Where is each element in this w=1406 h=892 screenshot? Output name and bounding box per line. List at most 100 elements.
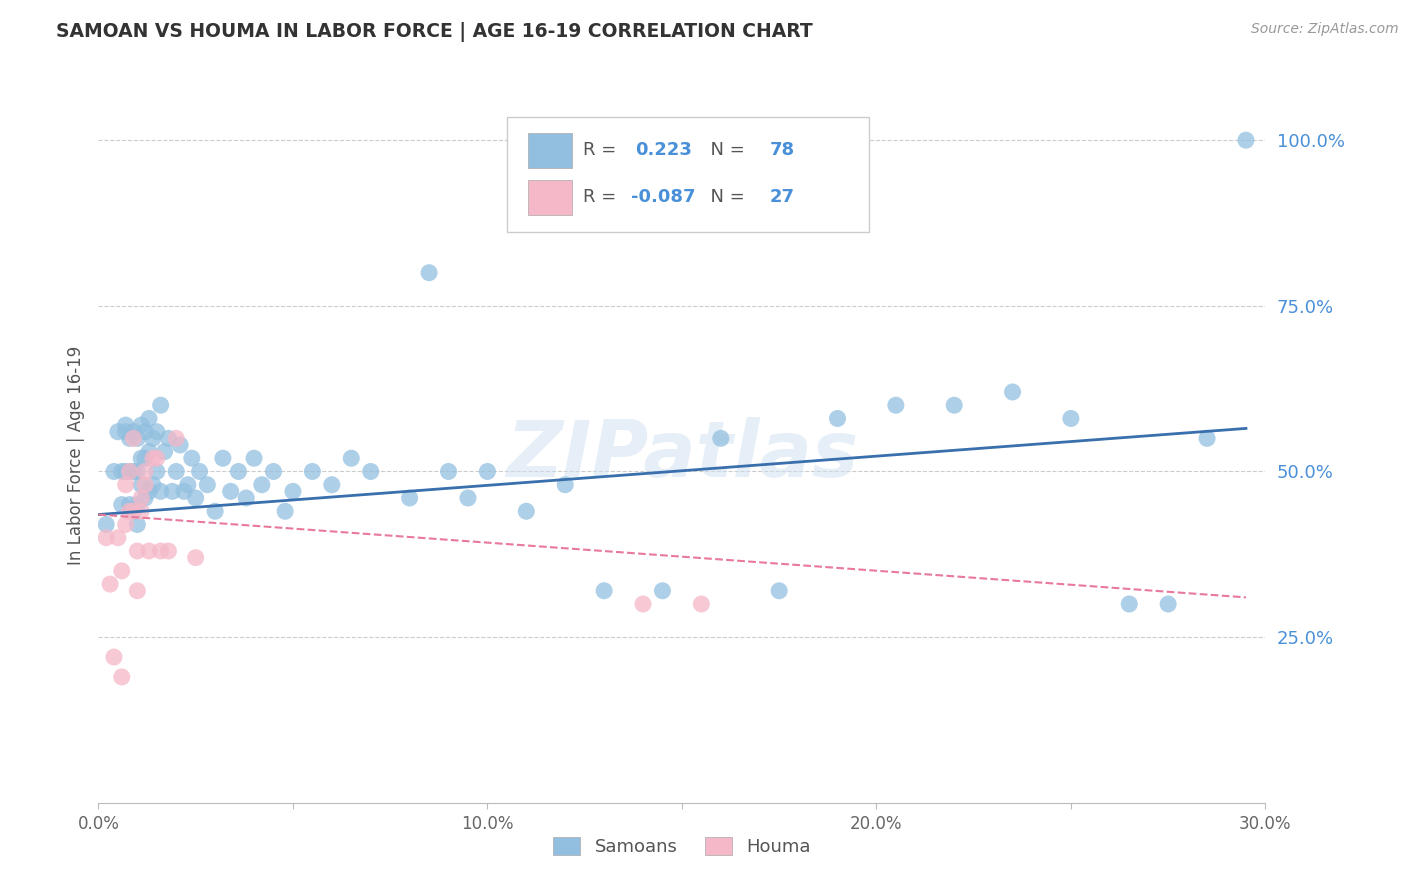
Point <box>127 517 149 532</box>
Point <box>98 577 121 591</box>
Point <box>118 465 141 479</box>
Point <box>103 650 125 665</box>
Point <box>710 431 733 445</box>
Point <box>134 477 156 491</box>
Point <box>111 564 134 578</box>
Point <box>593 583 616 598</box>
Text: N =: N = <box>699 141 751 159</box>
Point <box>281 484 304 499</box>
Point <box>165 465 187 479</box>
Point <box>134 465 156 479</box>
Point <box>177 477 200 491</box>
Point <box>153 444 176 458</box>
Point <box>827 411 849 425</box>
Text: 0.223: 0.223 <box>636 141 692 159</box>
Point <box>129 418 152 433</box>
Point <box>103 465 125 479</box>
Point <box>515 504 537 518</box>
Point <box>127 498 149 512</box>
Point <box>554 477 576 491</box>
Point <box>1157 597 1180 611</box>
Point <box>118 504 141 518</box>
Text: Source: ZipAtlas.com: Source: ZipAtlas.com <box>1251 22 1399 37</box>
Point <box>138 411 160 425</box>
Point <box>943 398 966 412</box>
Point <box>138 484 160 499</box>
Point <box>157 544 180 558</box>
Point <box>142 477 165 491</box>
FancyBboxPatch shape <box>527 133 572 168</box>
Point <box>457 491 479 505</box>
Point <box>165 431 187 445</box>
Text: SAMOAN VS HOUMA IN LABOR FORCE | AGE 16-19 CORRELATION CHART: SAMOAN VS HOUMA IN LABOR FORCE | AGE 16-… <box>56 22 813 42</box>
Point <box>118 465 141 479</box>
Point <box>398 491 420 505</box>
Point <box>188 465 211 479</box>
Point <box>134 425 156 439</box>
Point <box>114 477 136 491</box>
Point <box>114 425 136 439</box>
Point <box>262 465 284 479</box>
Point <box>122 431 145 445</box>
Point <box>127 465 149 479</box>
Point <box>122 504 145 518</box>
Point <box>418 266 440 280</box>
Point <box>118 431 141 445</box>
Point <box>184 550 207 565</box>
Point <box>107 531 129 545</box>
Point <box>142 451 165 466</box>
Point <box>250 477 273 491</box>
Point <box>129 504 152 518</box>
Point <box>146 425 169 439</box>
Point <box>134 491 156 505</box>
Text: ZIPatlas: ZIPatlas <box>506 417 858 493</box>
Point <box>212 451 235 466</box>
Point <box>437 465 460 479</box>
Point <box>157 431 180 445</box>
Point <box>114 517 136 532</box>
Point <box>127 583 149 598</box>
Legend: Samoans, Houma: Samoans, Houma <box>546 830 818 863</box>
Point <box>129 477 152 491</box>
Point <box>219 484 242 499</box>
Point <box>149 484 172 499</box>
FancyBboxPatch shape <box>506 118 869 232</box>
Point <box>122 465 145 479</box>
Point <box>1195 431 1218 445</box>
Point <box>107 425 129 439</box>
Point <box>1060 411 1083 425</box>
Point <box>184 491 207 505</box>
Point <box>142 431 165 445</box>
Point <box>118 498 141 512</box>
Point <box>768 583 790 598</box>
Point <box>127 544 149 558</box>
Text: 78: 78 <box>769 141 794 159</box>
Point <box>169 438 191 452</box>
Point <box>340 451 363 466</box>
Text: R =: R = <box>582 188 621 206</box>
Text: N =: N = <box>699 188 751 206</box>
Point <box>321 477 343 491</box>
Point <box>96 531 118 545</box>
Point <box>301 465 323 479</box>
Point <box>235 491 257 505</box>
Point <box>690 597 713 611</box>
Point <box>146 451 169 466</box>
Point <box>146 465 169 479</box>
Point <box>195 477 218 491</box>
Point <box>149 544 172 558</box>
Point <box>96 517 118 532</box>
Point <box>122 504 145 518</box>
Point <box>884 398 907 412</box>
Y-axis label: In Labor Force | Age 16-19: In Labor Force | Age 16-19 <box>66 345 84 565</box>
Point <box>651 583 673 598</box>
Point <box>180 451 202 466</box>
Point <box>138 544 160 558</box>
Point <box>129 451 152 466</box>
Point <box>274 504 297 518</box>
Point <box>162 484 184 499</box>
Text: 27: 27 <box>769 188 794 206</box>
Point <box>111 498 134 512</box>
Point <box>204 504 226 518</box>
Point <box>129 491 152 505</box>
